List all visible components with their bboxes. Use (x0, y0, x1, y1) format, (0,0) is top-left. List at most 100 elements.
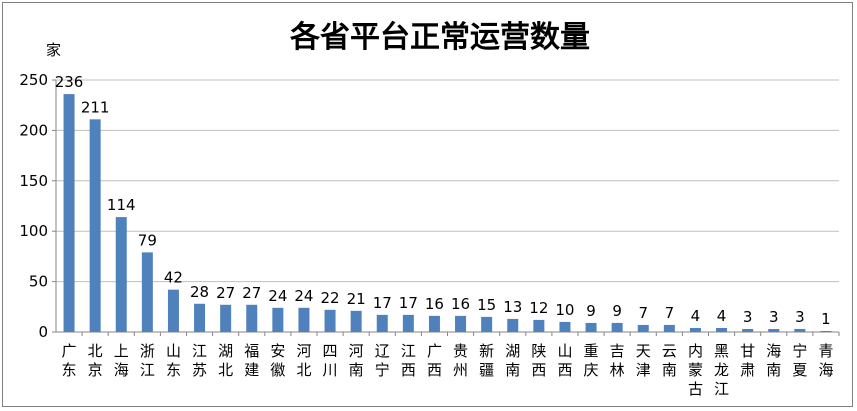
bar-新疆 (481, 316, 493, 332)
x-category-label-山西: 山西 (557, 342, 572, 379)
bar-吉林 (611, 322, 623, 332)
bar-浙江 (141, 252, 153, 332)
x-category-label-北京: 北京 (88, 342, 103, 379)
x-category-label-宁夏: 宁夏 (792, 342, 807, 379)
data-label-河北: 24 (294, 287, 313, 305)
category-labels: 广东北京上海浙江山东江苏湖北福建安徽河北四川河南辽宁江西广西贵州新疆湖南陕西山西… (62, 342, 834, 398)
data-label-福建: 27 (242, 284, 261, 302)
data-label-海南: 3 (769, 308, 779, 326)
axes: 0 50 100 150 200 250 (19, 71, 840, 341)
data-label-重庆: 9 (586, 302, 596, 320)
bar-海南 (768, 328, 780, 332)
bar-重庆 (585, 322, 597, 332)
data-label-广西: 16 (425, 295, 444, 313)
data-label-青海: 1 (821, 310, 831, 328)
y-tick-label: 250 (19, 71, 48, 89)
bar-四川 (324, 309, 336, 332)
data-label-甘肃: 3 (743, 308, 753, 326)
x-category-label-吉林: 吉林 (610, 342, 625, 379)
data-label-上海: 114 (107, 196, 136, 214)
data-label-广东: 236 (55, 73, 84, 91)
data-label-黑龙江: 4 (717, 307, 727, 325)
data-label-四川: 22 (321, 289, 340, 307)
data-label-山西: 10 (555, 301, 574, 319)
x-category-label-贵州: 贵州 (453, 342, 468, 379)
bar-云南 (663, 324, 675, 332)
x-category-label-重庆: 重庆 (584, 342, 599, 379)
data-label-北京: 211 (81, 98, 110, 116)
x-category-label-云南: 云南 (662, 342, 677, 379)
x-category-label-河南: 河南 (349, 342, 364, 379)
x-category-label-河北: 河北 (296, 342, 311, 379)
bar-河南 (350, 310, 362, 332)
y-tick-label: 50 (29, 273, 48, 291)
data-label-湖北: 27 (216, 284, 235, 302)
bar-黑龙江 (716, 327, 728, 332)
data-label-内蒙古: 4 (691, 307, 701, 325)
bar-辽宁 (376, 314, 388, 332)
chart-title: 各省平台正常运营数量 (289, 20, 590, 55)
x-category-label-青海: 青海 (818, 342, 833, 379)
y-tick-label: 150 (19, 172, 48, 190)
x-category-label-陕西: 陕西 (531, 342, 546, 379)
data-label-江西: 17 (399, 294, 418, 312)
bar-湖北 (220, 304, 232, 332)
bar-福建 (246, 304, 258, 332)
bar-贵州 (455, 315, 467, 332)
bar-湖南 (507, 318, 519, 332)
bar-山西 (559, 321, 571, 332)
data-label-宁夏: 3 (795, 308, 805, 326)
data-label-江苏: 28 (190, 283, 209, 301)
data-label-云南: 7 (665, 304, 675, 322)
data-label-贵州: 16 (451, 295, 470, 313)
x-category-label-海南: 海南 (766, 342, 781, 379)
x-category-label-江苏: 江苏 (192, 342, 207, 379)
x-category-label-黑龙江: 黑龙江 (714, 342, 729, 398)
bar-河北 (298, 307, 310, 332)
bar-内蒙古 (689, 327, 701, 332)
y-axis-unit-label: 家 (46, 41, 61, 59)
x-category-label-广东: 广东 (62, 342, 77, 379)
y-tick-label: 200 (19, 121, 48, 139)
bars (63, 94, 832, 332)
x-category-label-浙江: 浙江 (140, 342, 155, 379)
x-category-label-内蒙古: 内蒙古 (688, 342, 703, 398)
data-label-山东: 42 (164, 269, 183, 287)
x-category-label-天津: 天津 (636, 342, 651, 379)
x-category-label-湖北: 湖北 (218, 342, 233, 379)
gridlines (56, 79, 839, 283)
data-label-新疆: 15 (477, 296, 496, 314)
bar-山东 (167, 289, 179, 332)
x-category-label-江西: 江西 (401, 342, 416, 379)
bar-青海 (820, 330, 832, 332)
x-category-label-甘肃: 甘肃 (740, 342, 755, 379)
x-category-label-山东: 山东 (166, 342, 181, 379)
x-category-label-新疆: 新疆 (479, 342, 494, 379)
data-label-湖南: 13 (503, 298, 522, 316)
bar-天津 (637, 324, 649, 332)
data-label-河南: 21 (347, 290, 366, 308)
bar-陕西 (533, 319, 545, 332)
bar-江苏 (194, 303, 206, 332)
chart-frame: 0 50 100 150 200 250 236 211 114 79 42 28 27 27 24 24 2… (2, 2, 853, 407)
bar-安徽 (272, 307, 284, 332)
y-tick-label: 0 (38, 323, 48, 341)
data-label-安徽: 24 (268, 287, 287, 305)
bar-宁夏 (794, 328, 806, 332)
data-label-辽宁: 17 (373, 294, 392, 312)
bar-江西 (402, 314, 414, 332)
data-label-陕西: 12 (529, 299, 548, 317)
x-category-label-广西: 广西 (427, 342, 442, 379)
x-category-label-福建: 福建 (244, 342, 259, 379)
bar-广东 (63, 94, 75, 332)
bar-上海 (115, 217, 127, 332)
bar-北京 (89, 119, 101, 332)
x-category-label-四川: 四川 (323, 342, 338, 379)
x-category-label-安徽: 安徽 (270, 342, 285, 379)
data-label-吉林: 9 (612, 302, 622, 320)
data-label-浙江: 79 (138, 231, 157, 249)
bar-广西 (428, 315, 440, 332)
x-category-label-辽宁: 辽宁 (375, 342, 390, 379)
